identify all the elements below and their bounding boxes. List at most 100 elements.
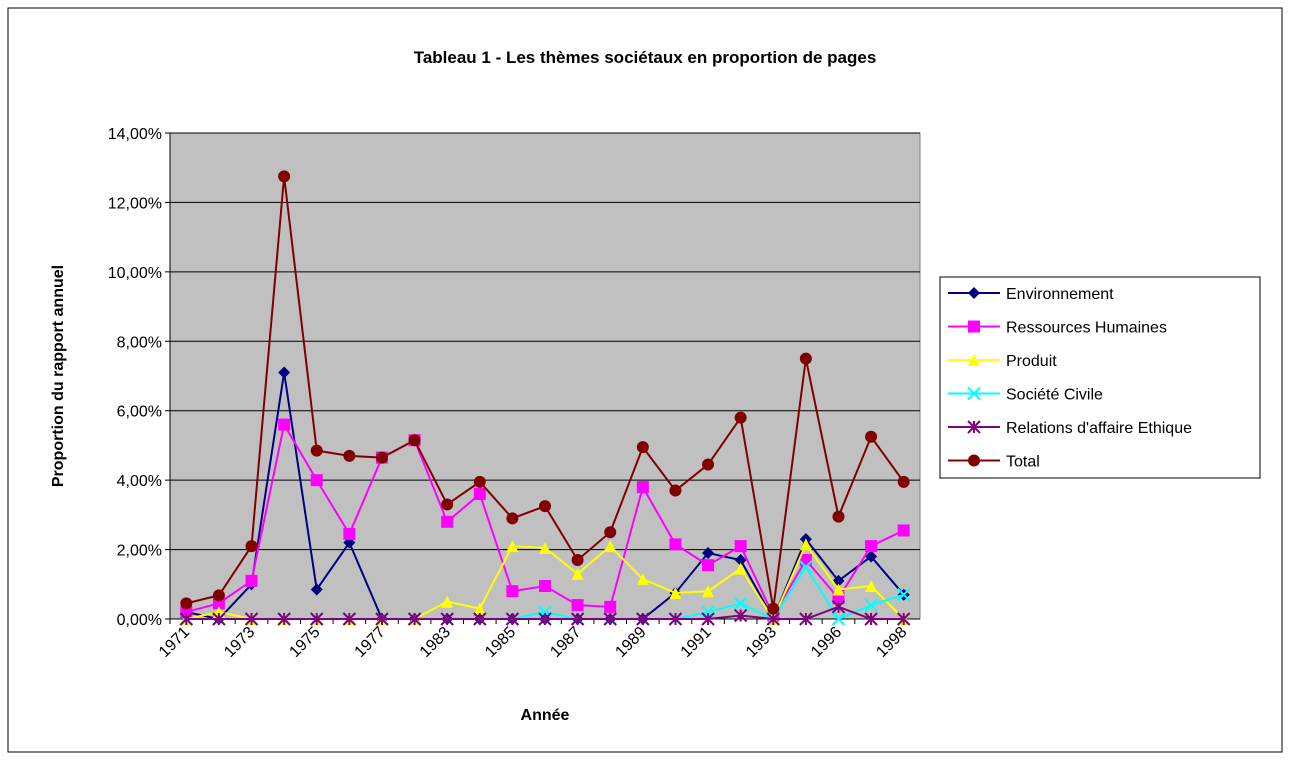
- data-point: [636, 441, 649, 454]
- data-point: [245, 574, 258, 587]
- data-point: [375, 451, 388, 464]
- marker-part: [968, 454, 980, 467]
- data-point: [864, 612, 878, 626]
- marker-part: [278, 366, 291, 379]
- data-point: [441, 595, 454, 608]
- data-point: [668, 612, 683, 626]
- data-point: [897, 475, 910, 488]
- y-tick-label: 8,00%: [117, 334, 162, 351]
- data-point: [571, 599, 584, 612]
- marker-part: [636, 612, 650, 626]
- legend-label: Relations d'affaire Ethique: [1006, 420, 1192, 437]
- plot-area: [169, 132, 921, 620]
- data-point: [669, 538, 682, 551]
- marker-part: [539, 580, 551, 593]
- marker-part: [865, 430, 878, 443]
- marker-part: [310, 612, 324, 626]
- legend-marker: [968, 287, 980, 299]
- marker-part: [375, 451, 388, 464]
- data-point: [766, 612, 780, 626]
- marker-part: [245, 540, 258, 553]
- marker-part: [244, 612, 259, 626]
- data-point: [343, 449, 356, 462]
- data-point: [310, 474, 323, 487]
- data-point: [734, 562, 747, 575]
- data-point: [669, 484, 682, 497]
- marker-part: [799, 352, 812, 365]
- y-tick-label: 12,00%: [108, 195, 162, 212]
- marker-part: [571, 567, 584, 580]
- marker-part: [473, 475, 486, 488]
- data-point: [702, 547, 715, 560]
- marker-part: [734, 562, 747, 575]
- data-point: [864, 598, 878, 612]
- marker-part: [539, 500, 551, 513]
- marker-part: [310, 444, 323, 457]
- marker-part: [278, 418, 291, 431]
- data-point: [799, 612, 813, 626]
- marker-part: [766, 612, 780, 626]
- marker-part: [799, 612, 813, 626]
- data-point: [310, 583, 323, 596]
- data-point: [539, 580, 551, 593]
- marker-part: [669, 538, 682, 551]
- marker-part: [831, 612, 846, 626]
- marker-part: [967, 420, 981, 434]
- data-point: [702, 458, 715, 471]
- data-point: [669, 586, 682, 599]
- marker-part: [734, 553, 747, 566]
- marker-part: [799, 560, 813, 574]
- marker-part: [408, 434, 421, 447]
- marker-part: [179, 612, 194, 626]
- legend-label: Environnement: [1006, 286, 1114, 303]
- marker-part: [733, 596, 748, 611]
- marker-part: [734, 411, 747, 424]
- marker-part: [733, 608, 748, 623]
- marker-part: [865, 550, 878, 563]
- data-point: [733, 596, 748, 611]
- marker-part: [441, 595, 454, 608]
- marker-part: [832, 583, 845, 596]
- marker-part: [441, 515, 454, 528]
- marker-part: [604, 526, 617, 539]
- data-point: [702, 559, 715, 572]
- y-tick-label: 14,00%: [108, 126, 162, 143]
- marker-part: [702, 559, 715, 572]
- data-point: [441, 515, 454, 528]
- marker-part: [897, 475, 910, 488]
- marker-part: [701, 612, 715, 626]
- marker-part: [968, 354, 980, 366]
- marker-part: [571, 599, 584, 612]
- data-point: [896, 612, 911, 626]
- marker-part: [669, 484, 682, 497]
- data-point: [538, 612, 552, 626]
- legend-label: Ressources Humaines: [1006, 320, 1167, 337]
- data-point: [865, 550, 878, 563]
- marker-part: [767, 602, 780, 615]
- marker-part: [636, 481, 649, 494]
- legend-marker: [968, 320, 980, 333]
- marker-part: [506, 540, 519, 553]
- marker-part: [968, 320, 980, 333]
- data-point: [636, 573, 649, 586]
- chart-title: Tableau 1 - Les thèmes sociétaux en prop…: [414, 48, 877, 67]
- legend-marker: [967, 386, 981, 401]
- data-point: [604, 540, 617, 553]
- marker-part: [407, 612, 422, 626]
- data-point: [179, 612, 194, 626]
- marker-part: [570, 612, 585, 626]
- marker-part: [604, 540, 617, 553]
- marker-part: [278, 170, 291, 183]
- marker-part: [506, 585, 519, 598]
- data-point: [278, 418, 291, 431]
- data-point: [570, 612, 585, 626]
- marker-part: [441, 498, 454, 511]
- marker-part: [702, 585, 715, 598]
- marker-part: [571, 553, 584, 566]
- legend-label: Produit: [1006, 353, 1057, 370]
- data-point: [897, 524, 910, 537]
- marker-part: [539, 541, 551, 554]
- y-tick-label: 4,00%: [117, 473, 162, 490]
- marker-part: [343, 449, 356, 462]
- marker-part: [702, 547, 715, 560]
